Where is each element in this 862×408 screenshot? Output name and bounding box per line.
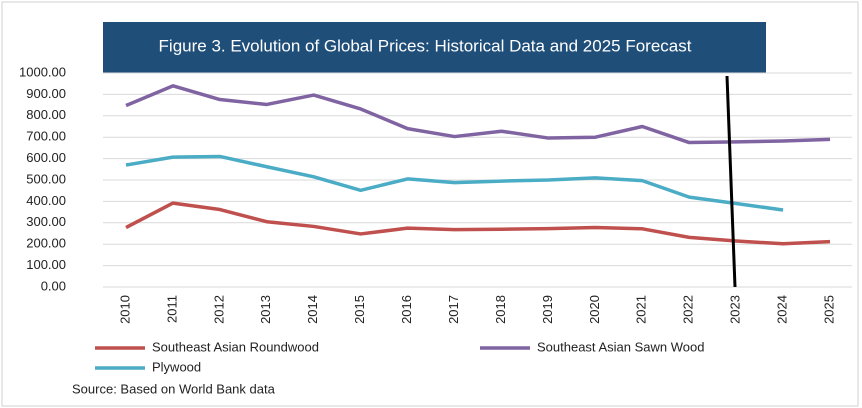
x-tick-label: 2012 [211, 295, 226, 324]
y-tick-label: 200.00 [26, 236, 66, 251]
y-tick-label: 600.00 [26, 150, 66, 165]
y-tick-label: 500.00 [26, 171, 66, 186]
x-tick-label: 2024 [775, 295, 790, 324]
x-tick-label: 2021 [634, 295, 649, 324]
y-tick-label: 300.00 [26, 214, 66, 229]
x-tick-label: 2025 [821, 295, 836, 324]
x-tick-label: 2017 [446, 295, 461, 324]
x-tick-label: 2020 [587, 295, 602, 324]
x-tick-label: 2011 [164, 295, 179, 323]
y-tick-label: 400.00 [26, 193, 66, 208]
y-tick-label: 700.00 [26, 129, 66, 144]
y-tick-label: 800.00 [26, 107, 66, 122]
series-line [125, 201, 831, 246]
x-tick-label: 2018 [493, 295, 508, 324]
y-tick-label: 0.00 [41, 278, 66, 293]
legend-label: Southeast Asian Roundwood [152, 339, 319, 354]
x-tick-label: 2010 [117, 295, 132, 324]
x-tick-label: 2015 [352, 295, 367, 324]
x-tick-label: 2019 [540, 295, 555, 324]
title-banner [103, 22, 766, 73]
y-tick-label: 100.00 [26, 257, 66, 272]
series-line [125, 84, 831, 145]
legend-label: Southeast Asian Sawn Wood [537, 339, 704, 354]
x-tick-label: 2014 [305, 295, 320, 324]
chart-title: Figure 3. Evolution of Global Prices: Hi… [159, 36, 692, 55]
series-line [125, 154, 784, 212]
x-tick-label: 2016 [399, 295, 414, 324]
forecast-divider [725, 75, 737, 288]
legend-label: Plywood [152, 359, 201, 374]
y-tick-label: 900.00 [26, 86, 66, 101]
x-tick-label: 2023 [728, 295, 743, 324]
source-note: Source: Based on World Bank data [72, 381, 276, 396]
y-tick-label: 1000.00 [19, 64, 66, 79]
x-tick-label: 2013 [258, 295, 273, 324]
x-tick-label: 2022 [681, 295, 696, 324]
plot-area: 0.00 100.00 200.00 300.00 400.00 500.00 600.00… [19, 64, 852, 324]
